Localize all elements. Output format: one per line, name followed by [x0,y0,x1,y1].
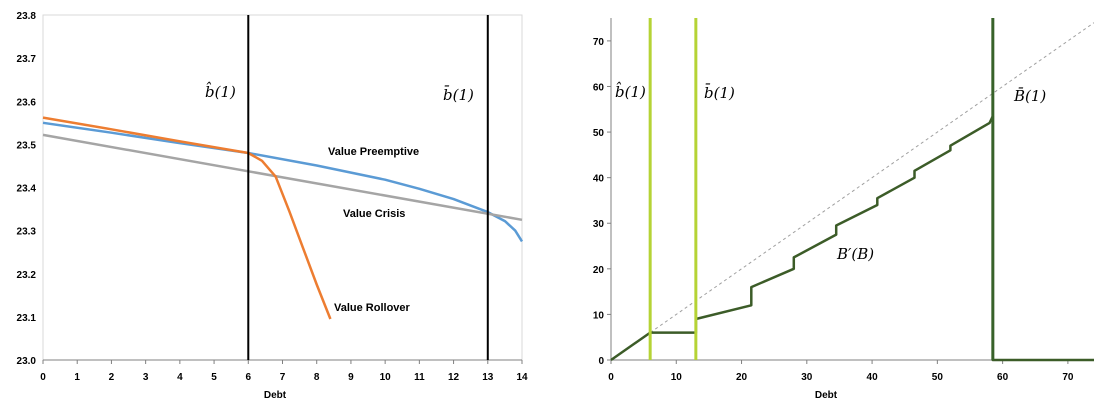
x-tick-label: 13 [482,372,494,383]
x-tick-label: 40 [867,372,879,383]
x-tick-label: 20 [736,372,748,383]
vline-label-bbar-left: b̄(1) [443,86,474,104]
y-tick-label: 23.6 [17,97,37,108]
x-tick-label: 8 [314,372,320,383]
y-tick-label: 10 [593,310,605,321]
chart-right: 0 10 20 30 40 50 60 70 0 10 20 30 40 50 60 70 Debt b̂(… [593,18,1094,399]
y-ticks-left: 23.0 23.1 23.2 23.3 23.4 23.5 23.6 23.7 23.8 [17,11,37,367]
x-tick-label: 60 [997,372,1009,383]
y-tick-label: 23.3 [17,227,37,238]
vline-label-Bbar-right: B̄(1) [1013,87,1046,105]
x-tick-label: 3 [143,372,149,383]
x-tick-label: 6 [246,372,252,383]
x-ticks-left: 0 1 2 3 4 5 6 7 8 9 10 11 12 13 14 [40,360,528,383]
x-tick-label: 5 [211,372,217,383]
y-tick-label: 23.1 [17,313,37,324]
y-tick-label: 23.5 [17,140,37,151]
series-line-1-0 [610,22,1094,361]
y-tick-label: 30 [593,219,605,230]
x-tick-label: 0 [608,372,614,383]
y-tick-label: 40 [593,174,605,185]
y-tick-label: 23.8 [17,11,37,22]
vline-label-bbar-right: b̄(1) [704,84,735,102]
y-tick-label: 23.0 [17,356,37,367]
x-tick-label: 14 [516,372,528,383]
series-line-0-2 [42,116,332,320]
x-tick-label: 10 [671,372,683,383]
series-line-0-1 [42,133,523,222]
y-tick-label: 20 [593,265,605,276]
series-label-crisis: Value Crisis [343,208,405,220]
x-axis-label-left: Debt [264,390,287,399]
plot-area-left [42,14,523,361]
y-ticks-right: 0 10 20 30 40 50 60 70 [593,37,611,367]
x-ticks-right: 0 10 20 30 40 50 60 70 [608,360,1074,383]
x-tick-label: 50 [932,372,944,383]
y-tick-label: 0 [598,356,604,367]
x-tick-label: 1 [74,372,80,383]
x-tick-label: 4 [177,372,183,383]
series-label-bprime: B′(B) [836,245,874,263]
x-tick-label: 7 [280,372,286,383]
vline-label-bhat-left: b̂(1) [205,82,236,101]
series-label-preemptive: Value Preemptive [328,146,419,158]
y-tick-label: 50 [593,128,605,139]
x-tick-label: 11 [414,372,425,383]
series-left [42,116,524,320]
x-tick-label: 9 [348,372,354,383]
y-tick-label: 23.7 [17,54,37,65]
x-tick-label: 70 [1062,372,1074,383]
x-tick-label: 2 [109,372,115,383]
y-tick-label: 60 [593,82,605,93]
series-label-rollover: Value Rollover [334,302,411,314]
y-tick-label: 70 [593,37,605,48]
vlines-left [247,15,489,360]
vline-label-bhat-right: b̂(1) [615,82,646,101]
y-tick-label: 23.2 [17,270,37,281]
vlines-right [648,18,995,360]
x-tick-label: 10 [380,372,392,383]
x-tick-label: 12 [448,372,460,383]
series-right [610,22,1094,362]
series-line-0-0 [42,121,524,243]
x-tick-label: 0 [40,372,46,383]
y-tick-label: 23.4 [17,184,37,195]
x-axis-label-right: Debt [815,390,838,399]
series-line-1-1 [610,114,1094,362]
x-tick-label: 30 [801,372,813,383]
